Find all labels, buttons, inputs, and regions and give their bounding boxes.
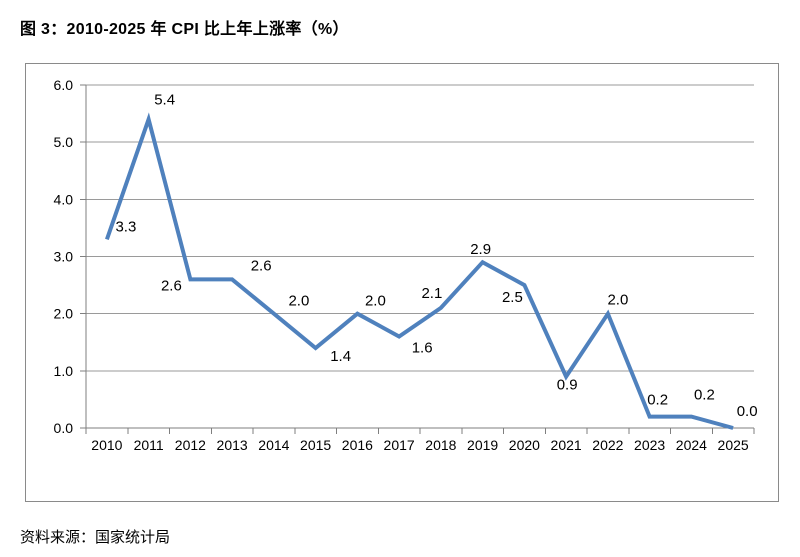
data-label: 3.3 [115, 218, 136, 235]
x-tick-label: 2013 [217, 437, 248, 453]
y-tick-label: 2.0 [54, 306, 74, 322]
data-label: 0.0 [737, 403, 758, 420]
data-label: 2.0 [288, 293, 309, 310]
x-tick-label: 2022 [592, 437, 623, 453]
x-tick-label: 2010 [91, 437, 122, 453]
x-tick-label: 2011 [134, 437, 164, 453]
data-label: 2.0 [365, 293, 386, 310]
y-tick-label: 5.0 [54, 134, 74, 150]
data-label: 0.2 [647, 392, 668, 409]
data-label: 2.6 [161, 277, 182, 294]
data-label: 2.1 [421, 285, 442, 302]
x-tick-label: 2020 [509, 437, 540, 453]
x-tick-label: 2025 [718, 437, 749, 453]
data-label: 1.6 [412, 340, 433, 357]
cpi-line-series [105, 112, 734, 430]
x-tick-label: 2015 [300, 437, 331, 453]
x-tick-label: 2012 [175, 437, 206, 453]
x-tick-label: 2018 [425, 437, 456, 453]
x-tick-label: 2019 [467, 437, 498, 453]
y-tick-label: 4.0 [54, 191, 74, 207]
data-label: 2.5 [502, 289, 523, 306]
chart-container: 0.0 1.0 2.0 3.0 4.0 5.0 6.0 2010 2011 2012 2013 201… [25, 63, 779, 502]
data-label: 2.0 [607, 292, 628, 309]
y-tick-label: 3.0 [54, 249, 74, 265]
x-tick-label: 2023 [634, 437, 665, 453]
data-label: 1.4 [330, 348, 351, 365]
data-label: 2.6 [251, 257, 272, 274]
data-label: 0.9 [557, 377, 578, 394]
cpi-line-chart: 0.0 1.0 2.0 3.0 4.0 5.0 6.0 2010 2011 2012 2013 201… [54, 77, 758, 453]
data-label: 2.9 [470, 241, 491, 258]
x-tick-label: 2017 [384, 437, 415, 453]
y-tick-label: 6.0 [54, 77, 74, 93]
y-tick-label: 1.0 [54, 363, 74, 379]
data-label: 0.2 [694, 387, 715, 404]
x-tick-label: 2024 [676, 437, 707, 453]
y-tick-label: 0.0 [54, 420, 74, 436]
data-label: 5.4 [154, 91, 175, 108]
x-tick-label: 2016 [342, 437, 373, 453]
figure-title: 图 3：2010-2025 年 CPI 比上年上涨率（%） [20, 21, 349, 38]
x-tick-label: 2021 [551, 437, 582, 453]
x-tick-label: 2014 [258, 437, 289, 453]
source-note: 资料来源：国家统计局 [20, 529, 171, 546]
